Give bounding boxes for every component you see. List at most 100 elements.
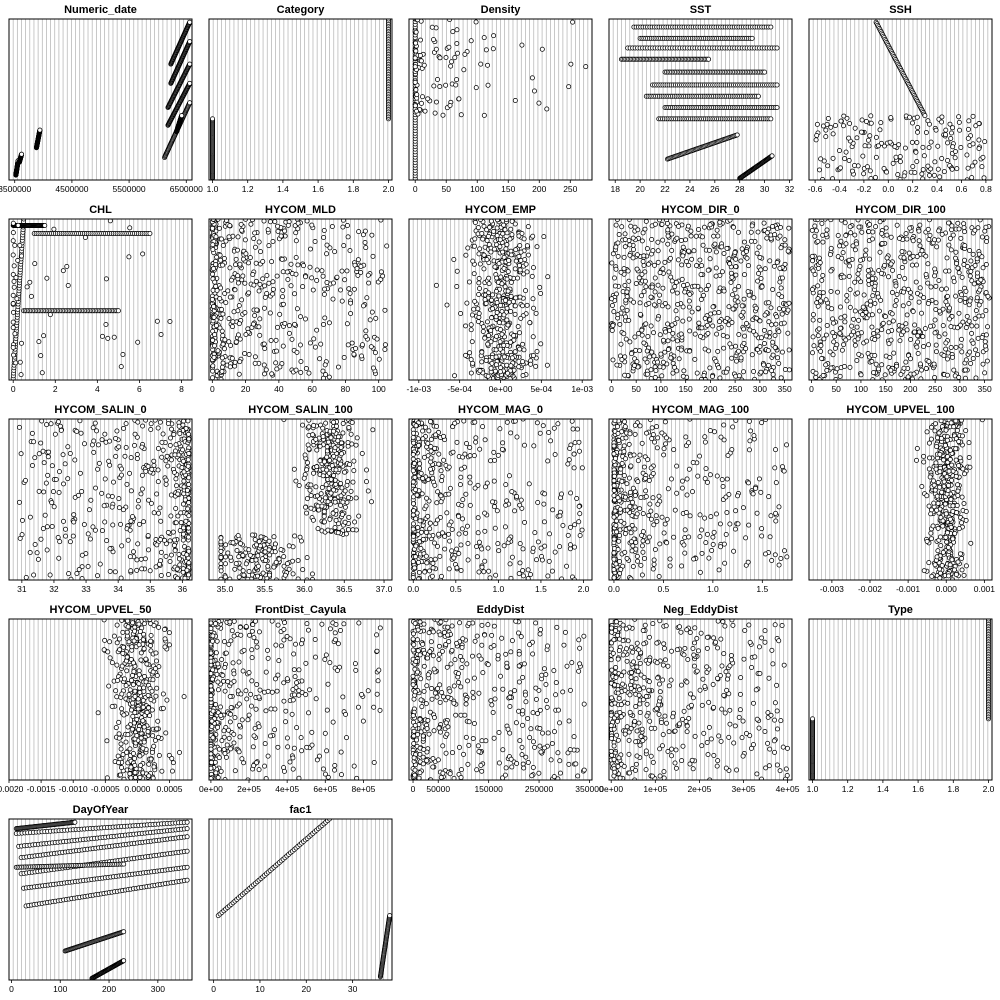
data-point [636,330,642,336]
data-point [928,284,934,290]
data-point [437,55,443,61]
data-point [890,160,896,166]
data-point [859,229,865,235]
data-point [941,169,947,175]
data-point [657,292,663,298]
data-point [926,237,932,242]
data-point [950,232,956,238]
data-point [370,365,376,371]
data-point [724,334,730,340]
data-point [720,332,726,338]
data-point [699,325,705,331]
data-point [856,317,862,323]
x-tick-label: 32 [785,184,795,194]
data-point [412,79,418,85]
data-point [920,176,926,180]
data-point [260,258,266,264]
data-point [736,283,742,289]
data-point [819,220,825,226]
plot-frame [808,18,993,181]
data-point [652,262,657,268]
data-point [931,237,937,243]
data-point [728,279,734,285]
data-point [497,244,503,250]
data-point [212,332,218,338]
x-tick-label: 150 [501,184,515,194]
data-point [353,346,359,352]
data-point [939,286,945,292]
data-point [295,262,301,268]
panel-title: HYCOM_MLD [265,204,336,216]
data-point [265,227,271,233]
data-point [855,276,861,282]
data-point [886,341,892,347]
points [13,19,192,178]
data-point [252,354,258,360]
data-point [774,105,780,111]
data-point [873,224,879,230]
data-point [527,320,533,326]
data-point [878,297,884,303]
data-point [831,339,837,345]
data-point [912,329,918,335]
data-point [827,252,833,258]
x-tick-label: 40 [274,384,284,394]
data-point [354,266,360,271]
data-point [235,247,240,253]
data-point [304,219,310,224]
data-point [830,320,836,326]
data-point [733,264,739,270]
data-point [908,336,914,342]
data-point [646,300,652,306]
data-point [496,293,502,299]
data-point [818,348,824,354]
data-point [913,279,919,285]
data-point [727,261,733,267]
data-point [613,222,619,228]
data-point [698,297,704,302]
data-point [934,244,940,250]
data-point [518,257,524,263]
data-point [846,257,852,263]
data-point [446,44,452,50]
data-point [842,220,848,226]
data-point [341,243,347,249]
data-point [753,305,759,311]
data-point [480,236,486,242]
data-point [210,287,216,293]
data-point [609,296,615,302]
data-point [187,80,192,86]
data-point [669,322,675,328]
data-point [327,245,333,251]
data-point [653,368,659,374]
data-point [12,242,18,248]
data-point [838,238,844,244]
data-point [980,154,986,160]
data-point [431,37,436,43]
data-point [888,115,894,121]
data-point [856,224,862,230]
data-point [921,343,927,349]
data-point [634,266,640,272]
x-tick-label: 80 [341,384,351,394]
data-point [956,119,962,125]
data-point [528,361,534,367]
data-point [10,230,16,236]
data-point [681,283,686,288]
data-point [233,256,239,262]
data-point [622,236,628,242]
data-point [896,142,902,148]
data-point [733,272,739,278]
data-point [828,268,834,274]
data-point [719,269,725,275]
data-point [227,223,233,229]
data-point [699,263,705,269]
data-point [936,278,942,283]
data-point [811,343,817,349]
data-point [969,323,975,329]
data-point [761,220,767,226]
grid-lines [809,19,992,180]
data-point [680,318,686,324]
data-point [855,271,861,277]
data-point [619,224,625,230]
